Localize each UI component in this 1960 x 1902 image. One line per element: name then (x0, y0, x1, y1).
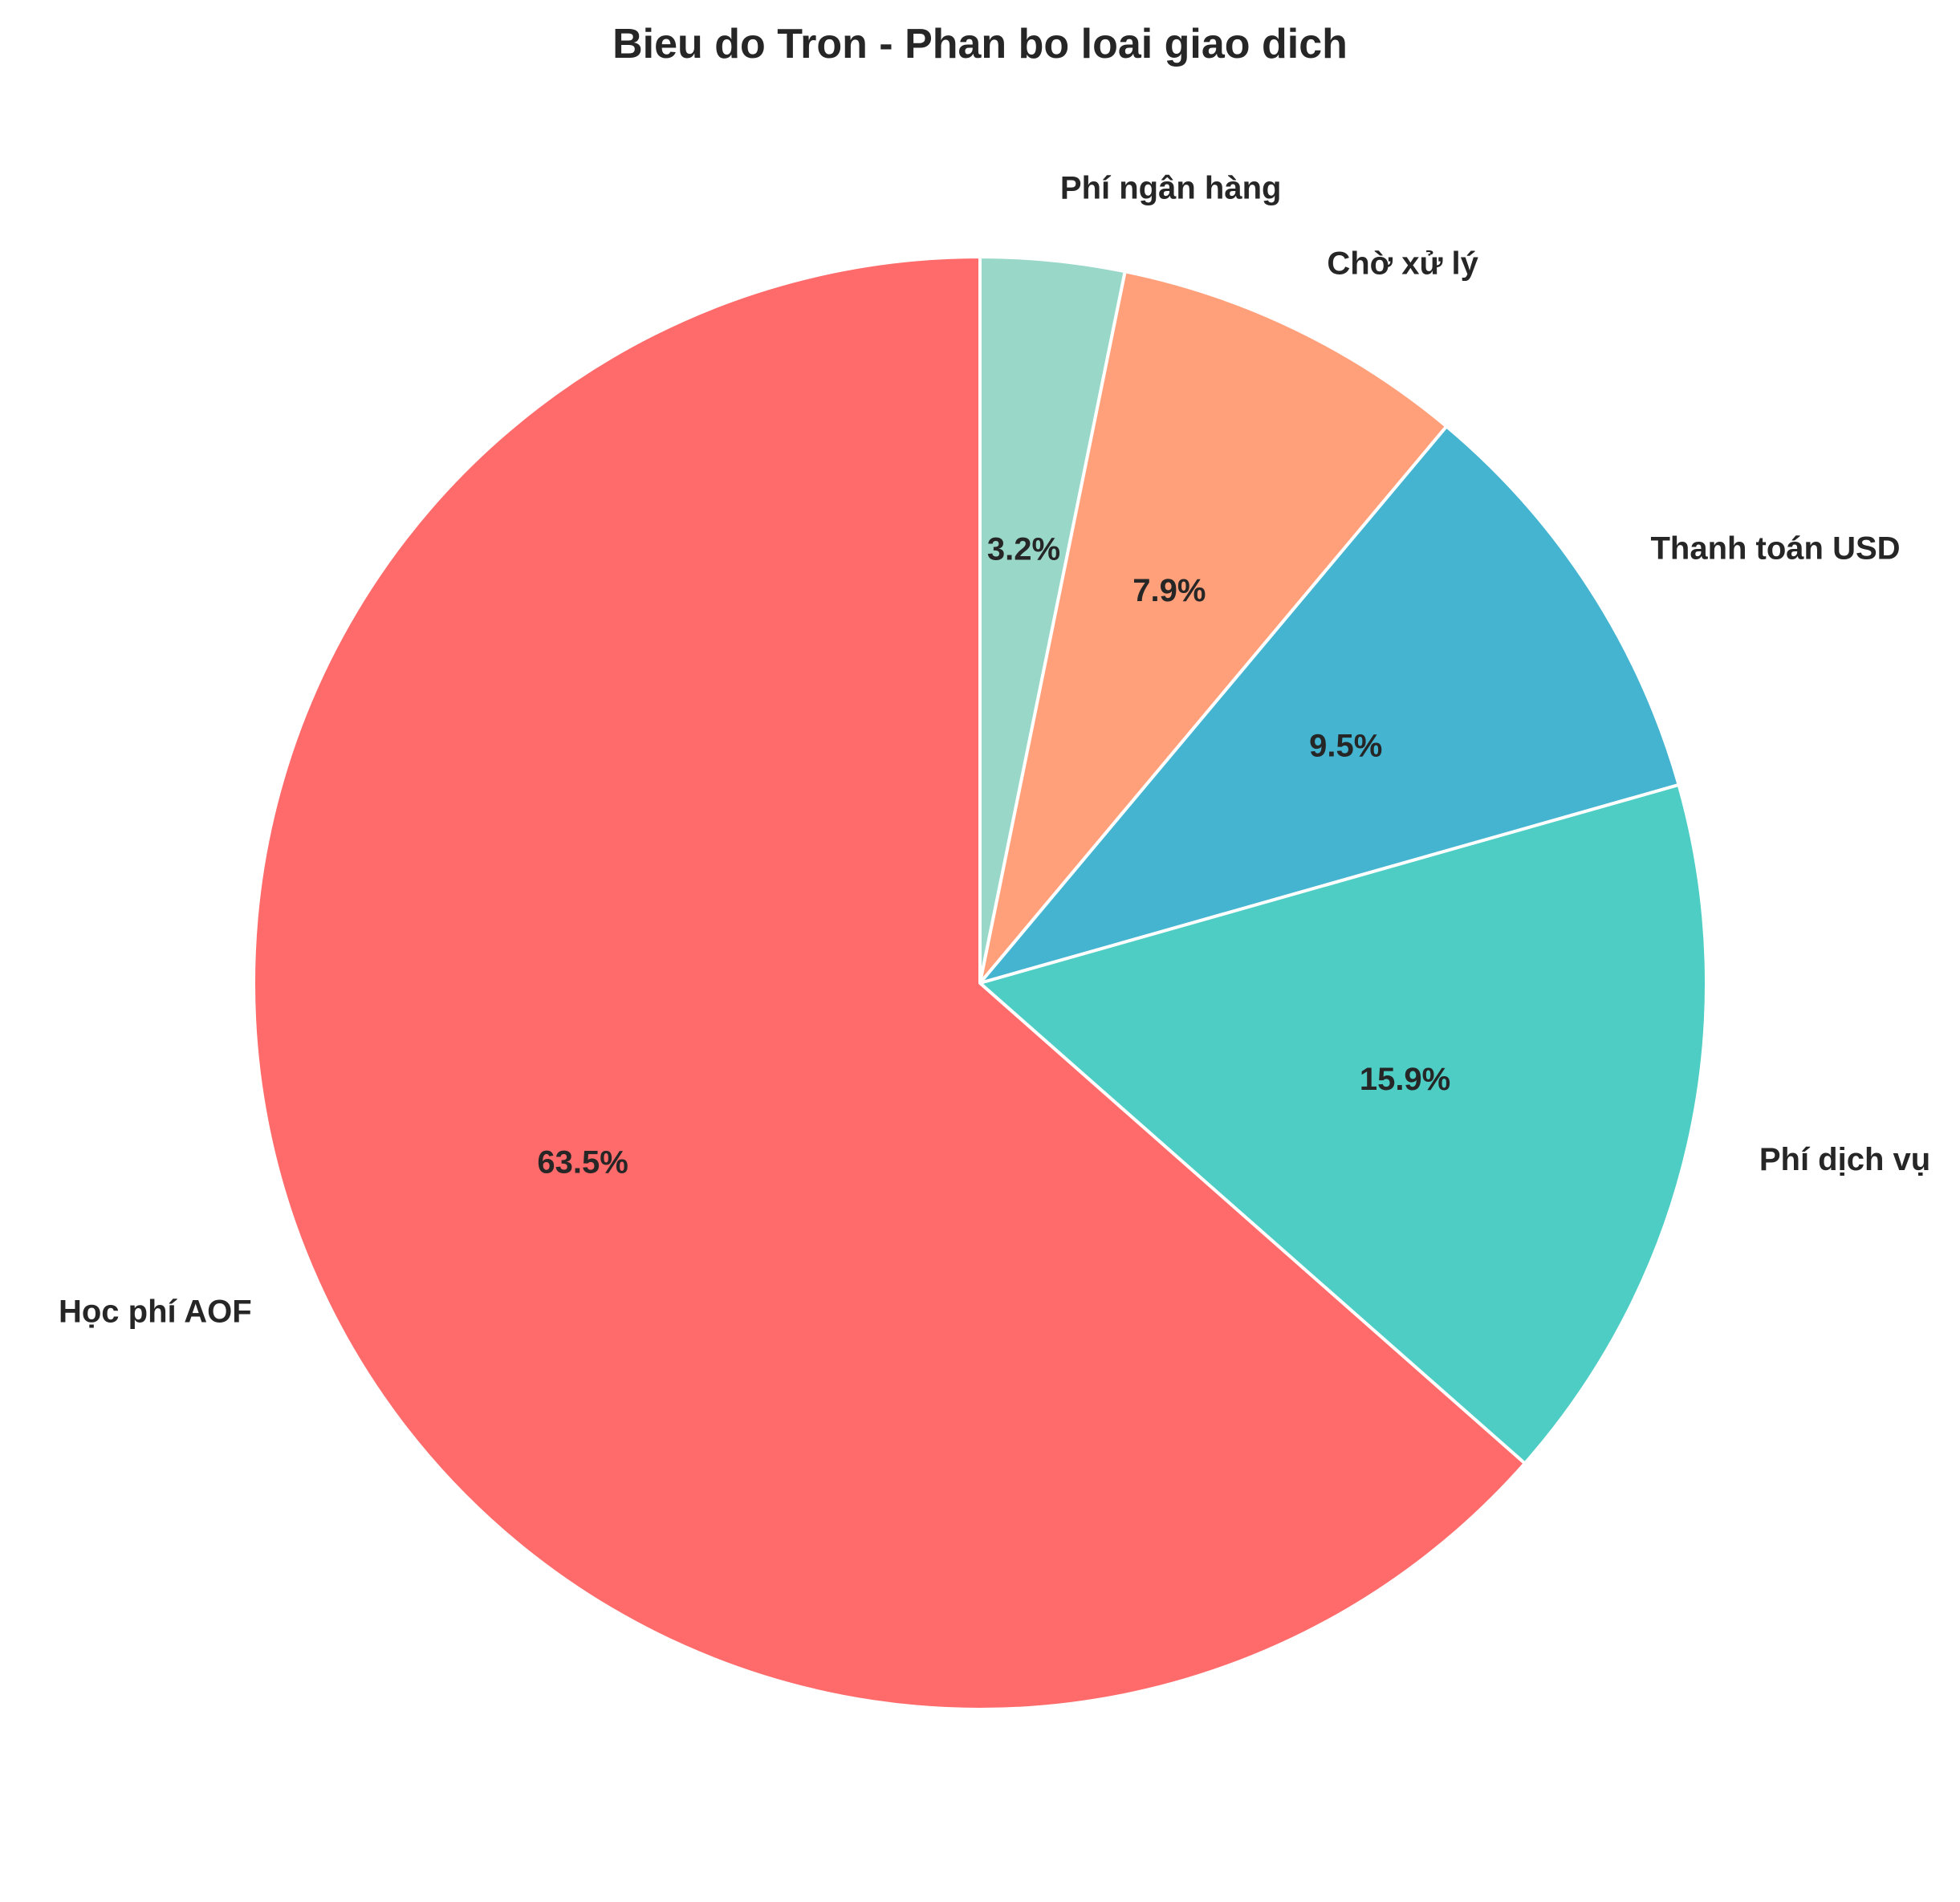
pct-label-cho-xu-ly: 7.9% (1132, 573, 1206, 608)
pie-slices (252, 255, 1708, 1711)
slice-labels: Phí ngân hàng Chờ xử lý Thanh toán USD Phí … (59, 171, 1930, 1330)
pct-label-hoc-phi-aof: 63.5% (537, 1144, 628, 1180)
slice-label-thanh-toan-usd: Thanh toán USD (1650, 531, 1900, 567)
pct-label-phi-dich-vu: 15.9% (1360, 1062, 1450, 1097)
pie-slice-phi-dich-vu (978, 782, 1708, 1465)
pie-slice-thanh-toan-usd (978, 425, 1681, 985)
pie-slice-cho-xu-ly (978, 270, 1449, 985)
pct-label-phi-ngan-hang: 3.2% (987, 532, 1060, 567)
pie-slice-hoc-phi-aof (252, 255, 1527, 1711)
slice-label-hoc-phi-aof: Học phí AOF (59, 1294, 252, 1330)
percentage-labels: 3.2% 7.9% 9.5% 15.9% 63.5% (537, 532, 1450, 1181)
slice-label-phi-dich-vu: Phí dịch vụ (1759, 1142, 1930, 1177)
chart-title: Bieu do Tron - Phan bo loai giao dich (612, 21, 1348, 67)
slice-label-cho-xu-ly: Chờ xử lý (1327, 246, 1478, 281)
pct-label-thanh-toan-usd: 9.5% (1309, 729, 1382, 764)
slice-label-phi-ngan-hang: Phí ngân hàng (1060, 171, 1282, 206)
